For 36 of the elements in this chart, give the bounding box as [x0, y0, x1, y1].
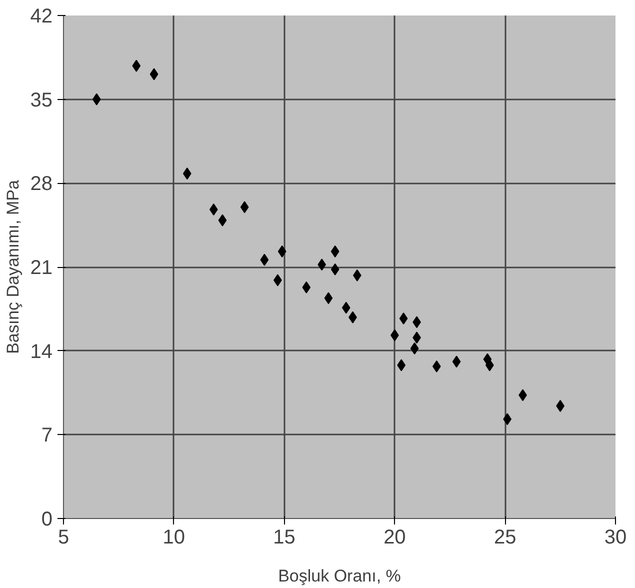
y-tick-label: 28: [30, 173, 53, 196]
point: [218, 214, 227, 226]
y-tick-label: 7: [41, 424, 52, 447]
x-tick-label: 10: [162, 526, 186, 548]
point: [318, 258, 326, 271]
y-tick-label: 35: [30, 89, 53, 112]
point: [324, 292, 333, 304]
point: [209, 204, 218, 216]
point: [399, 312, 408, 324]
point: [240, 201, 249, 214]
y-tick-label: 21: [30, 257, 53, 279]
y-axis-title: Basınç Dayanımı, MPa: [3, 180, 22, 354]
x-tick-label: 15: [273, 526, 296, 548]
point: [452, 356, 461, 368]
x-tick-label: 30: [604, 526, 627, 548]
point: [302, 281, 311, 294]
point: [278, 245, 286, 258]
point: [150, 68, 158, 80]
point: [330, 245, 340, 258]
point: [330, 263, 340, 276]
point: [132, 60, 141, 72]
point: [432, 360, 441, 372]
y-tick-label: 0: [41, 508, 52, 530]
point: [182, 168, 192, 180]
x-tick-label: 5: [58, 526, 70, 548]
x-tick-label: 20: [384, 526, 406, 548]
x-tick-label: 25: [494, 526, 516, 548]
y-tick-label: 42: [30, 6, 53, 28]
point: [342, 302, 350, 314]
point: [260, 254, 269, 266]
y-tick-label: 14: [30, 340, 53, 363]
point: [485, 359, 494, 372]
point: [92, 93, 101, 106]
point: [352, 269, 362, 282]
x-axis-title: Boşluk Oranı, %: [278, 566, 401, 586]
point: [410, 342, 419, 354]
